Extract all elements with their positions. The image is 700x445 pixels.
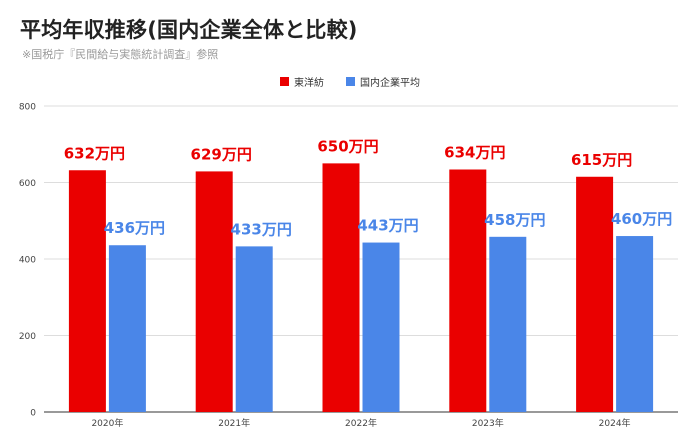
bar-series-1 [108,245,146,412]
bar-series-1 [616,236,654,412]
data-label-series-1: 460万円 [611,210,672,228]
data-label-series-0: 650万円 [317,137,378,155]
bar-series-0 [449,169,487,412]
bar-series-1 [235,246,273,412]
data-label-series-1: 436万円 [104,219,165,237]
y-tick-label: 200 [19,332,36,342]
bar-series-0 [322,163,360,412]
x-tick-label: 2023年 [472,417,504,429]
data-label-series-0: 632万円 [64,144,125,162]
bar-series-0 [68,170,106,412]
data-label-series-1: 443万円 [357,217,418,235]
y-tick-label: 600 [19,179,36,189]
bar-series-1 [489,236,527,412]
x-tick-label: 2021年 [218,417,250,429]
x-tick-label: 2024年 [599,417,631,429]
data-label-series-1: 458万円 [484,211,545,229]
data-label-series-0: 629万円 [191,145,252,163]
data-label-series-1: 433万円 [231,220,292,238]
bar-series-0 [195,171,233,412]
legend-item-series-1: 国内企業平均 [346,74,420,89]
legend-label-series-0: 東洋紡 [294,78,324,89]
legend: 東洋紡 国内企業平均 [0,74,700,89]
x-tick-label: 2020年 [91,417,123,429]
bar-series-0 [576,176,614,412]
legend-label-series-1: 国内企業平均 [360,78,420,89]
data-label-series-0: 615万円 [571,151,632,169]
legend-swatch-series-1 [346,77,355,86]
y-tick-label: 400 [19,256,36,266]
legend-item-series-0: 東洋紡 [280,74,324,89]
source-note: ※国税庁『民間給与実態統計調査』参照 [22,48,219,61]
x-tick-label: 2022年 [345,417,377,429]
y-tick-label: 0 [30,409,36,419]
bar-series-1 [362,242,400,412]
legend-swatch-series-0 [280,77,289,86]
chart-title: 平均年収推移(国内企業全体と比較) [20,18,358,42]
y-tick-label: 800 [19,103,36,113]
data-label-series-0: 634万円 [444,143,505,161]
